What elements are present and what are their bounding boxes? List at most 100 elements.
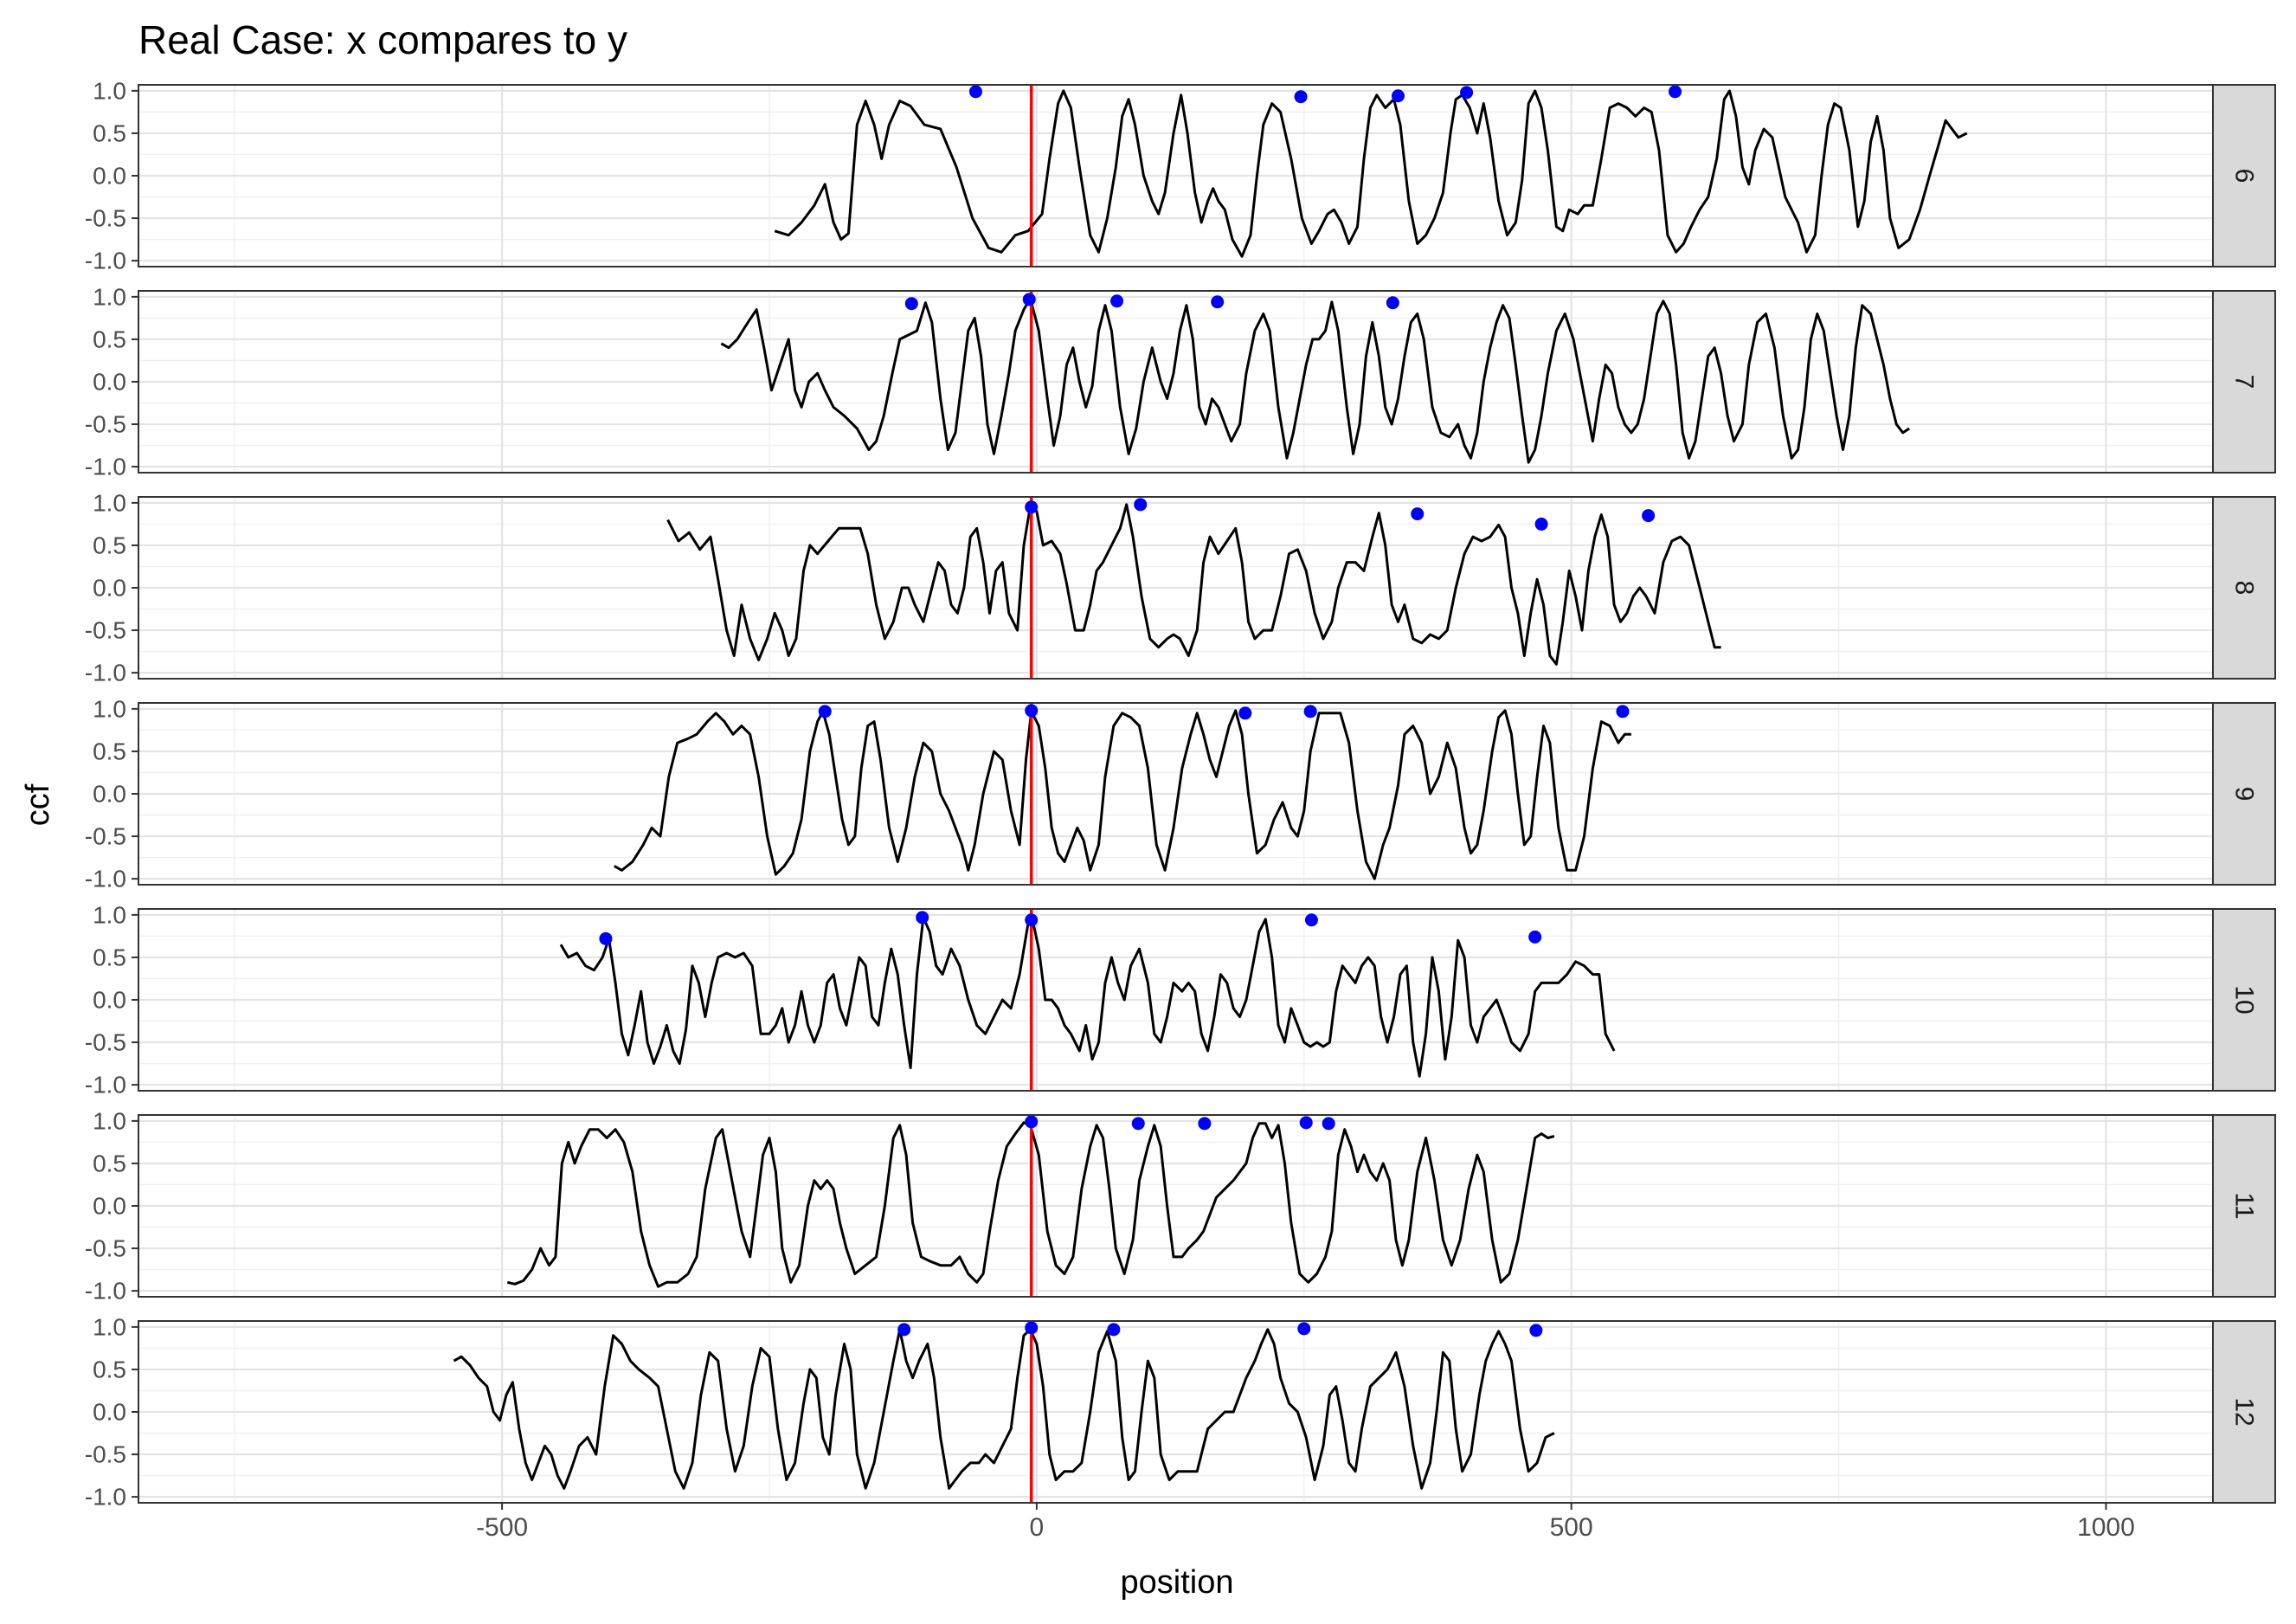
facet-strip-label: 8 (2230, 581, 2259, 596)
y-tick-label: -0.5 (85, 1441, 126, 1468)
peak-point (916, 911, 929, 925)
y-tick-label: 0.5 (93, 325, 126, 352)
y-tick-label: -1.0 (85, 248, 126, 274)
y-tick-label: 1.0 (93, 695, 126, 722)
x-tick-label: 500 (1550, 1513, 1593, 1542)
peak-point (1294, 90, 1308, 104)
peak-point (1025, 704, 1039, 718)
y-tick-label: 0.5 (93, 1356, 126, 1382)
y-tick-label: -1.0 (85, 1484, 126, 1511)
y-axis-label: ccf (20, 783, 56, 826)
facet-panel-7: 7 -1.0 -0.5 0.0 0.5 1.0 (85, 283, 2276, 480)
peak-point (1211, 295, 1225, 309)
y-tick-label: 0.5 (93, 1150, 126, 1176)
y-tick-label: -1.0 (85, 866, 126, 893)
facet-strip (2212, 908, 2276, 1092)
y-tick-label: 1.0 (93, 901, 126, 928)
y-tick-label: 0.0 (93, 1399, 126, 1426)
peak-point (1025, 500, 1039, 514)
peak-point (1304, 913, 1318, 927)
peak-point (1025, 1321, 1039, 1335)
facet-strip-label: 6 (2230, 169, 2259, 184)
peak-point (1322, 1117, 1335, 1131)
facet-strip (2212, 702, 2276, 886)
peak-point (1025, 1115, 1039, 1129)
y-tick-label: -0.5 (85, 411, 126, 438)
y-tick-label: 0.0 (93, 575, 126, 602)
chart-title: Real Case: x compares to y (138, 17, 627, 62)
peak-point (1386, 296, 1399, 310)
facet-strip-label: 11 (2230, 1192, 2259, 1219)
peak-point (1460, 86, 1474, 100)
y-tick-label: 1.0 (93, 489, 126, 516)
y-tick-label: 0.0 (93, 1193, 126, 1220)
peak-point (1110, 294, 1124, 308)
facet-panel-6: 6 -1.0 -0.5 0.0 0.5 1.0 (85, 77, 2276, 274)
peak-point (1534, 517, 1548, 531)
ccf-line-8 (666, 503, 1721, 666)
peak-point (1303, 705, 1317, 719)
y-tick-label: 0.0 (93, 781, 126, 808)
facet-panel-10: 10 -1.0 -0.5 0.0 0.5 1.0 (85, 901, 2276, 1099)
facet-panels: 6 -1.0 -0.5 0.0 0.5 1.0 7 -1.0 -0.5 0.0 0.5 1.0 8 -1.… (85, 77, 2276, 1511)
peak-point (1134, 498, 1148, 512)
facet-strip-label: 10 (2230, 985, 2259, 1014)
facet-strip (2212, 496, 2276, 680)
x-tick-label: 0 (1030, 1513, 1045, 1542)
y-tick-label: -1.0 (85, 660, 126, 686)
facet-strip (2212, 1114, 2276, 1298)
y-tick-label: -1.0 (85, 1278, 126, 1305)
ccf-line-12 (453, 1328, 1555, 1490)
facet-strip (2212, 290, 2276, 474)
facet-strip (2212, 84, 2276, 267)
y-tick-label: 0.0 (93, 987, 126, 1014)
ccf-line-11 (506, 1121, 1555, 1288)
peak-point (1198, 1117, 1212, 1131)
peak-point (818, 705, 832, 719)
peak-point (1411, 507, 1425, 521)
y-tick-label: 0.5 (93, 532, 126, 558)
peak-point (968, 85, 982, 99)
peak-point (904, 297, 918, 311)
facet-panel-8: 8 -1.0 -0.5 0.0 0.5 1.0 (85, 489, 2276, 686)
peak-point (1299, 1116, 1313, 1130)
x-axis-label: position (1121, 1564, 1234, 1601)
ccf-line-6 (774, 89, 1968, 258)
y-tick-label: 0.5 (93, 119, 126, 146)
y-tick-label: 0.5 (93, 944, 126, 970)
facet-strip-label: 7 (2230, 375, 2259, 390)
peak-point (1238, 706, 1252, 720)
y-tick-label: 1.0 (93, 1107, 126, 1134)
facet-panel-11: 11 -1.0 -0.5 0.0 0.5 1.0 (85, 1107, 2276, 1305)
facet-panel-12: 12 -1.0 -0.5 0.0 0.5 1.0 (85, 1313, 2276, 1511)
y-tick-label: -0.5 (85, 823, 126, 850)
y-tick-label: 1.0 (93, 283, 126, 310)
y-tick-label: -0.5 (85, 1235, 126, 1262)
peak-point (1025, 913, 1039, 927)
ccf-line-9 (614, 709, 1631, 880)
y-tick-label: 0.0 (93, 369, 126, 396)
peak-point (1297, 1322, 1311, 1336)
facet-strip (2212, 1320, 2276, 1504)
peak-point (1669, 85, 1682, 99)
y-tick-label: 1.0 (93, 1313, 126, 1340)
peak-point (1528, 930, 1542, 944)
peak-point (1642, 509, 1656, 523)
y-tick-label: 1.0 (93, 77, 126, 104)
y-tick-label: -1.0 (85, 454, 126, 480)
x-tick-label: -500 (476, 1513, 528, 1542)
facet-panel-9: 9 -1.0 -0.5 0.0 0.5 1.0 (85, 695, 2276, 893)
peak-point (1529, 1324, 1543, 1337)
y-tick-label: -0.5 (85, 1029, 126, 1056)
peak-point (1131, 1117, 1145, 1131)
facet-strip-label: 9 (2230, 787, 2259, 802)
peak-point (1616, 705, 1630, 719)
peak-point (897, 1323, 911, 1337)
facet-strip-label: 12 (2230, 1397, 2259, 1426)
peak-point (599, 931, 613, 945)
x-axis-ticks: -500 0 500 1000 (476, 1503, 2135, 1542)
y-tick-label: -1.0 (85, 1072, 126, 1099)
